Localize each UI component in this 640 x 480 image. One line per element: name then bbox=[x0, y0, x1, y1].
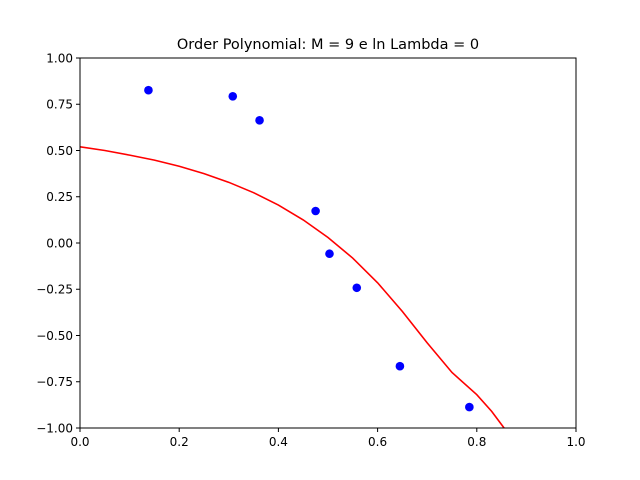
x-tick-label: 0.8 bbox=[467, 435, 486, 449]
data-point-1 bbox=[144, 85, 153, 95]
y-tick-label: 0.75 bbox=[46, 98, 73, 112]
plot-clip-group bbox=[80, 146, 505, 428]
plot-area bbox=[80, 85, 505, 428]
y-tick-label: 0.25 bbox=[46, 190, 73, 204]
data-point-8 bbox=[465, 402, 474, 412]
y-axis: 1.00 0.75 0.50 0.25 0.00 −0.25 −0.50 −0.75 −1.00 bbox=[36, 51, 80, 435]
x-tick-label: 0.4 bbox=[269, 435, 288, 449]
x-tick-label: 0.2 bbox=[170, 435, 189, 449]
x-tick-label: 0.6 bbox=[368, 435, 387, 449]
y-tick-label: 0.50 bbox=[46, 144, 73, 158]
y-tick-label: −0.25 bbox=[36, 283, 73, 297]
x-tick-label: 0.0 bbox=[70, 435, 89, 449]
chart-title: Order Polynomial: M = 9 e ln Lambda = 0 bbox=[177, 37, 479, 53]
data-point-3 bbox=[255, 116, 264, 125]
fit-curve-line bbox=[80, 146, 505, 428]
x-tick-label: 1.0 bbox=[566, 435, 585, 449]
y-tick-label: 0.00 bbox=[46, 236, 73, 250]
axes-frame bbox=[79, 57, 577, 429]
data-point-7 bbox=[395, 361, 405, 371]
data-point-4 bbox=[311, 206, 320, 216]
y-tick-label: −1.00 bbox=[36, 421, 73, 435]
y-tick-label: −0.75 bbox=[36, 375, 73, 389]
y-tick-label: 1.00 bbox=[46, 51, 73, 65]
data-point-6 bbox=[352, 283, 362, 293]
x-axis: 0.0 0.2 0.4 0.6 0.8 1.0 bbox=[70, 428, 586, 449]
data-point-2 bbox=[228, 91, 238, 101]
data-point-5 bbox=[325, 249, 334, 259]
y-tick-label: −0.50 bbox=[36, 329, 73, 343]
